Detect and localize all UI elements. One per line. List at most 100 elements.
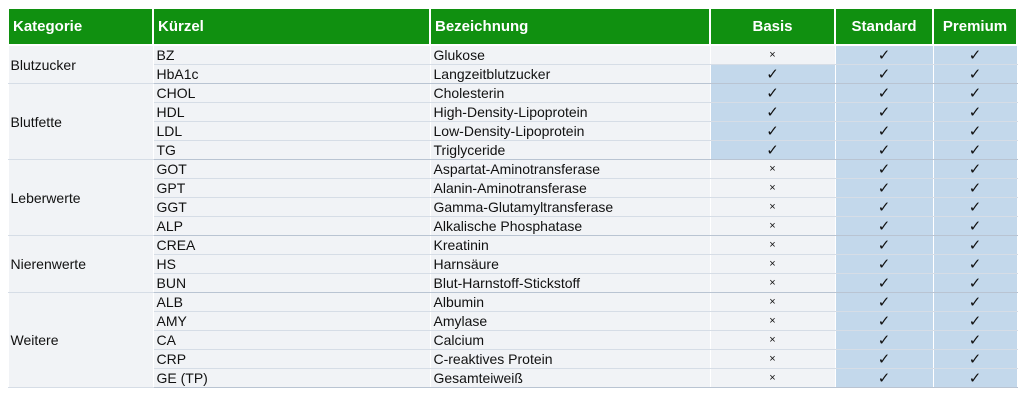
abbreviation-cell: GE (TP) bbox=[152, 368, 431, 388]
table-row: Blutzucker BZ Glukose × ✓ ✓ bbox=[7, 44, 1018, 84]
abbreviation-cell: ALP bbox=[152, 216, 431, 236]
premium-check-icon: ✓ bbox=[932, 311, 1018, 331]
abbreviation-cell: TG bbox=[152, 140, 431, 160]
basis-cross-icon: × bbox=[709, 273, 836, 293]
standard-check-icon: ✓ bbox=[834, 235, 934, 255]
basis-cross-icon: × bbox=[709, 292, 836, 312]
table-row: CA Calcium × ✓ ✓ bbox=[8, 330, 1018, 350]
description-cell: Kreatinin bbox=[429, 235, 711, 255]
basis-check-icon: ✓ bbox=[709, 83, 836, 103]
comparison-table-container: Kategorie Kürzel Bezeichnung Basis Stand… bbox=[7, 7, 1018, 388]
abbreviation-cell: HS bbox=[152, 254, 431, 274]
standard-check-icon: ✓ bbox=[834, 273, 934, 293]
abbreviation-cell: CREA bbox=[152, 235, 431, 255]
standard-check-icon: ✓ bbox=[834, 368, 934, 388]
abbreviation-cell: BUN bbox=[152, 273, 431, 293]
abbreviation-cell: GOT bbox=[152, 159, 431, 179]
abbreviation-cell: HbA1c bbox=[152, 64, 431, 84]
header-bezeichnung: Bezeichnung bbox=[429, 7, 711, 46]
abbreviation-cell: GPT bbox=[152, 178, 431, 198]
premium-check-icon: ✓ bbox=[932, 273, 1018, 293]
description-cell: Triglyceride bbox=[429, 140, 711, 160]
premium-check-icon: ✓ bbox=[932, 330, 1018, 350]
table-row: GE (TP) Gesamteiweiß × ✓ ✓ bbox=[8, 368, 1018, 388]
table-body: Blutzucker BZ Glukose × ✓ ✓ HbA1c Langzeitblutz… bbox=[7, 44, 1018, 388]
standard-check-icon: ✓ bbox=[834, 330, 934, 350]
table-row: HDL High-Density-Lipoprotein ✓ ✓ ✓ bbox=[8, 102, 1018, 122]
abbreviation-cell: ALB bbox=[152, 292, 431, 312]
standard-check-icon: ✓ bbox=[834, 83, 934, 103]
basis-cross-icon: × bbox=[709, 254, 836, 274]
description-cell: Glukose bbox=[429, 44, 711, 65]
basis-check-icon: ✓ bbox=[709, 102, 836, 122]
table-row: BUN Blut-Harnstoff-Stickstoff × ✓ ✓ bbox=[8, 273, 1018, 293]
lab-values-table: Kategorie Kürzel Bezeichnung Basis Stand… bbox=[7, 7, 1018, 388]
standard-check-icon: ✓ bbox=[834, 102, 934, 122]
table-row: AMY Amylase × ✓ ✓ bbox=[8, 311, 1018, 331]
table-row: Leberwerte GOT Aspartat-Aminotransferase × ✓… bbox=[7, 159, 1018, 236]
standard-check-icon: ✓ bbox=[834, 254, 934, 274]
description-cell: Blut-Harnstoff-Stickstoff bbox=[429, 273, 711, 293]
abbreviation-cell: CRP bbox=[152, 349, 431, 369]
description-cell: Alkalische Phosphatase bbox=[429, 216, 711, 236]
table-row: CRP C-reaktives Protein × ✓ ✓ bbox=[8, 349, 1018, 369]
basis-check-icon: ✓ bbox=[709, 140, 836, 160]
standard-check-icon: ✓ bbox=[834, 44, 934, 65]
description-cell: Calcium bbox=[429, 330, 711, 350]
basis-cross-icon: × bbox=[709, 178, 836, 198]
table-row: HbA1c Langzeitblutzucker ✓ ✓ ✓ bbox=[8, 64, 1018, 84]
standard-check-icon: ✓ bbox=[834, 311, 934, 331]
basis-cross-icon: × bbox=[709, 159, 836, 179]
abbreviation-cell: AMY bbox=[152, 311, 431, 331]
premium-check-icon: ✓ bbox=[932, 216, 1018, 236]
table-row: LDL Low-Density-Lipoprotein ✓ ✓ ✓ bbox=[8, 121, 1018, 141]
abbreviation-cell: GGT bbox=[152, 197, 431, 217]
premium-check-icon: ✓ bbox=[932, 140, 1018, 160]
basis-check-icon: ✓ bbox=[709, 64, 836, 84]
basis-cross-icon: × bbox=[709, 311, 836, 331]
premium-check-icon: ✓ bbox=[932, 83, 1018, 103]
premium-check-icon: ✓ bbox=[932, 254, 1018, 274]
standard-check-icon: ✓ bbox=[834, 216, 934, 236]
table-row: Blutfette CHOL Cholesterin ✓ ✓ ✓ bbox=[7, 83, 1018, 160]
basis-cross-icon: × bbox=[709, 197, 836, 217]
basis-cross-icon: × bbox=[709, 216, 836, 236]
description-cell: Langzeitblutzucker bbox=[429, 64, 711, 84]
premium-check-icon: ✓ bbox=[932, 235, 1018, 255]
description-cell: C-reaktives Protein bbox=[429, 349, 711, 369]
standard-check-icon: ✓ bbox=[834, 292, 934, 312]
table-row: Nierenwerte CREA Kreatinin × ✓ ✓ bbox=[7, 235, 1018, 293]
standard-check-icon: ✓ bbox=[834, 159, 934, 179]
category-cell: Leberwerte bbox=[7, 159, 154, 236]
premium-check-icon: ✓ bbox=[932, 349, 1018, 369]
table-row: Weitere ALB Albumin × ✓ ✓ bbox=[7, 292, 1018, 388]
description-cell: Gamma-Glutamyltransferase bbox=[429, 197, 711, 217]
premium-check-icon: ✓ bbox=[932, 292, 1018, 312]
standard-check-icon: ✓ bbox=[834, 349, 934, 369]
description-cell: Low-Density-Lipoprotein bbox=[429, 121, 711, 141]
standard-check-icon: ✓ bbox=[834, 140, 934, 160]
table-header-row: Kategorie Kürzel Bezeichnung Basis Stand… bbox=[7, 7, 1018, 46]
premium-check-icon: ✓ bbox=[932, 159, 1018, 179]
category-cell: Blutfette bbox=[7, 83, 154, 160]
table-row: GGT Gamma-Glutamyltransferase × ✓ ✓ bbox=[8, 197, 1018, 217]
basis-cross-icon: × bbox=[709, 368, 836, 388]
description-cell: Amylase bbox=[429, 311, 711, 331]
abbreviation-cell: HDL bbox=[152, 102, 431, 122]
description-cell: High-Density-Lipoprotein bbox=[429, 102, 711, 122]
description-cell: Albumin bbox=[429, 292, 711, 312]
standard-check-icon: ✓ bbox=[834, 121, 934, 141]
basis-check-icon: ✓ bbox=[709, 121, 836, 141]
abbreviation-cell: BZ bbox=[152, 44, 431, 65]
basis-cross-icon: × bbox=[709, 330, 836, 350]
premium-check-icon: ✓ bbox=[932, 368, 1018, 388]
abbreviation-cell: CA bbox=[152, 330, 431, 350]
standard-check-icon: ✓ bbox=[834, 64, 934, 84]
description-cell: Gesamteiweiß bbox=[429, 368, 711, 388]
description-cell: Harnsäure bbox=[429, 254, 711, 274]
basis-cross-icon: × bbox=[709, 44, 836, 65]
basis-cross-icon: × bbox=[709, 349, 836, 369]
premium-check-icon: ✓ bbox=[932, 102, 1018, 122]
category-cell: Nierenwerte bbox=[7, 235, 154, 293]
header-kategorie: Kategorie bbox=[7, 7, 154, 46]
